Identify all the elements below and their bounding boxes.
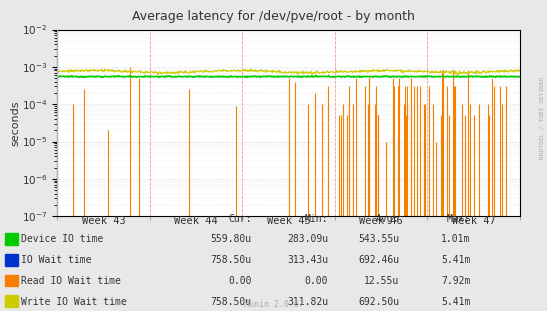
- Text: Average latency for /dev/pve/root - by month: Average latency for /dev/pve/root - by m…: [132, 10, 415, 23]
- Text: 0.00: 0.00: [305, 276, 328, 286]
- Text: 758.50u: 758.50u: [211, 255, 252, 265]
- Text: 758.50u: 758.50u: [211, 297, 252, 307]
- Text: 283.09u: 283.09u: [287, 234, 328, 244]
- Text: Week 47: Week 47: [452, 216, 495, 226]
- Text: Cur:: Cur:: [228, 214, 252, 224]
- Text: IO Wait time: IO Wait time: [21, 255, 91, 265]
- Text: Week 43: Week 43: [82, 216, 125, 226]
- Text: 543.55u: 543.55u: [358, 234, 399, 244]
- Text: 311.82u: 311.82u: [287, 297, 328, 307]
- Text: Week 44: Week 44: [174, 216, 218, 226]
- Text: Week 45: Week 45: [267, 216, 310, 226]
- Text: 0.00: 0.00: [228, 276, 252, 286]
- Text: Read IO Wait time: Read IO Wait time: [21, 276, 121, 286]
- Text: RRDTOOL / TOBI OETIKER: RRDTOOL / TOBI OETIKER: [539, 77, 544, 160]
- Text: 5.41m: 5.41m: [441, 255, 470, 265]
- Text: 12.55u: 12.55u: [364, 276, 399, 286]
- Y-axis label: seconds: seconds: [11, 100, 21, 146]
- Text: 1.01m: 1.01m: [441, 234, 470, 244]
- Text: 692.46u: 692.46u: [358, 255, 399, 265]
- Text: 7.92m: 7.92m: [441, 276, 470, 286]
- Text: 313.43u: 313.43u: [287, 255, 328, 265]
- Text: Write IO Wait time: Write IO Wait time: [21, 297, 126, 307]
- Text: 5.41m: 5.41m: [441, 297, 470, 307]
- Text: Munin 2.0.67: Munin 2.0.67: [243, 300, 304, 309]
- Text: Week 46: Week 46: [359, 216, 403, 226]
- Text: 559.80u: 559.80u: [211, 234, 252, 244]
- Text: Max:: Max:: [447, 214, 470, 224]
- Text: Avg:: Avg:: [376, 214, 399, 224]
- Text: 692.50u: 692.50u: [358, 297, 399, 307]
- Text: Device IO time: Device IO time: [21, 234, 103, 244]
- Text: Min:: Min:: [305, 214, 328, 224]
